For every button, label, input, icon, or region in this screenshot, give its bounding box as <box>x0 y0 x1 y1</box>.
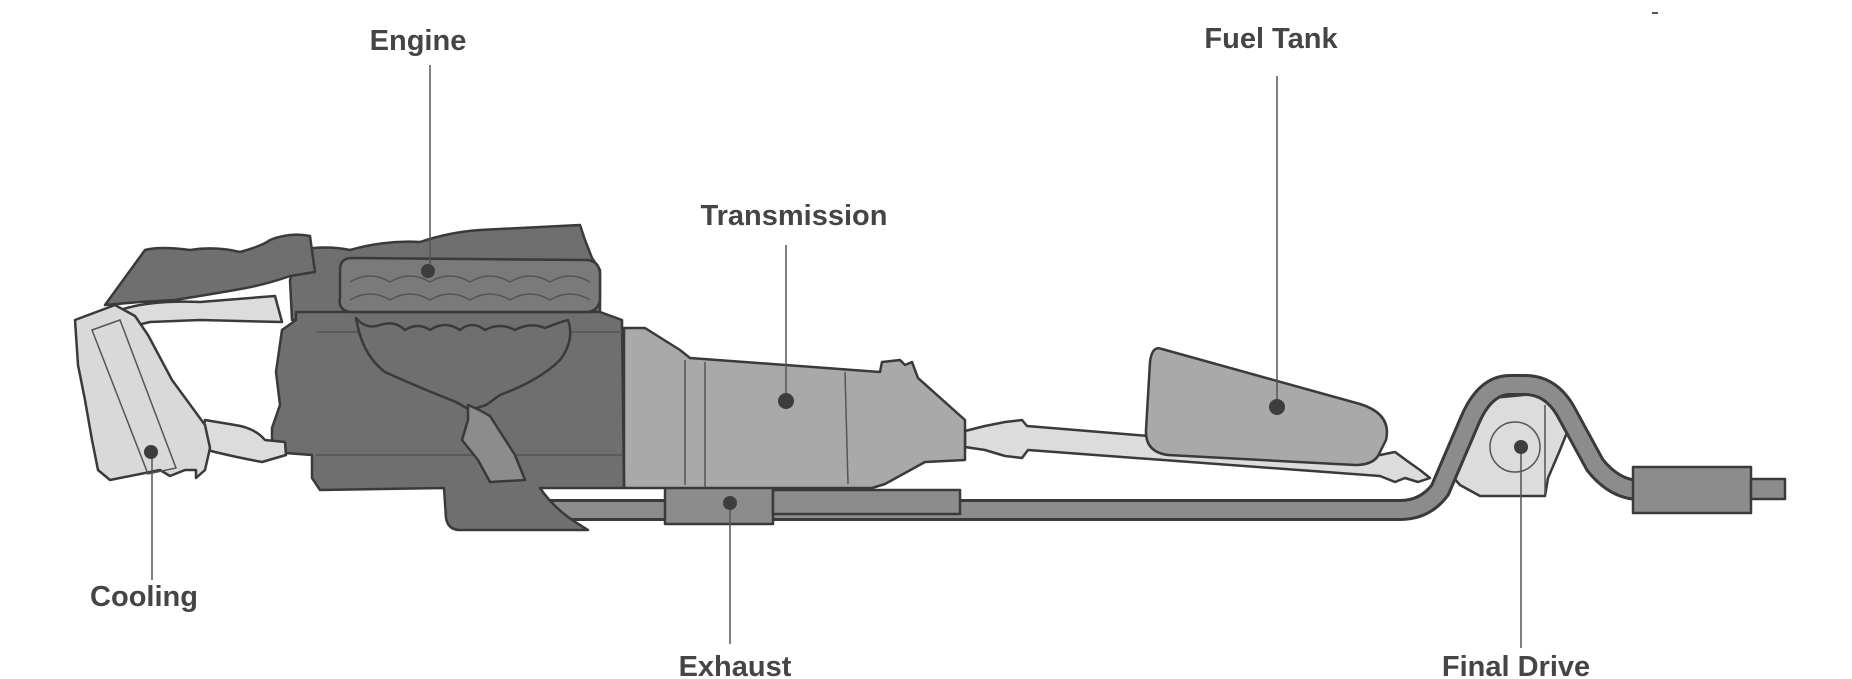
label-engine: Engine <box>370 25 467 57</box>
engine <box>270 223 626 532</box>
cooling <box>73 233 317 482</box>
labels: Engine Fuel Tank Transmission Cooling Ex… <box>90 23 1590 679</box>
dot-final-drive <box>1514 440 1528 454</box>
muffler <box>1631 465 1753 515</box>
label-cooling: Cooling <box>90 581 198 613</box>
label-exhaust: Exhaust <box>679 651 792 679</box>
leader-lines <box>151 65 1522 648</box>
dot-fuel-tank <box>1269 399 1285 415</box>
dot-exhaust <box>723 496 737 510</box>
callout-dots <box>144 264 1528 510</box>
dot-cooling <box>144 445 158 459</box>
label-fuel-tank: Fuel Tank <box>1204 23 1338 55</box>
label-final-drive: Final Drive <box>1442 651 1590 679</box>
radiator <box>73 303 212 482</box>
label-transmission: Transmission <box>701 200 888 232</box>
final-drive-housing <box>1489 421 1541 473</box>
fuel-tank <box>1144 347 1389 467</box>
transmission <box>622 326 967 490</box>
dot-transmission <box>778 393 794 409</box>
dot-engine <box>421 264 435 278</box>
